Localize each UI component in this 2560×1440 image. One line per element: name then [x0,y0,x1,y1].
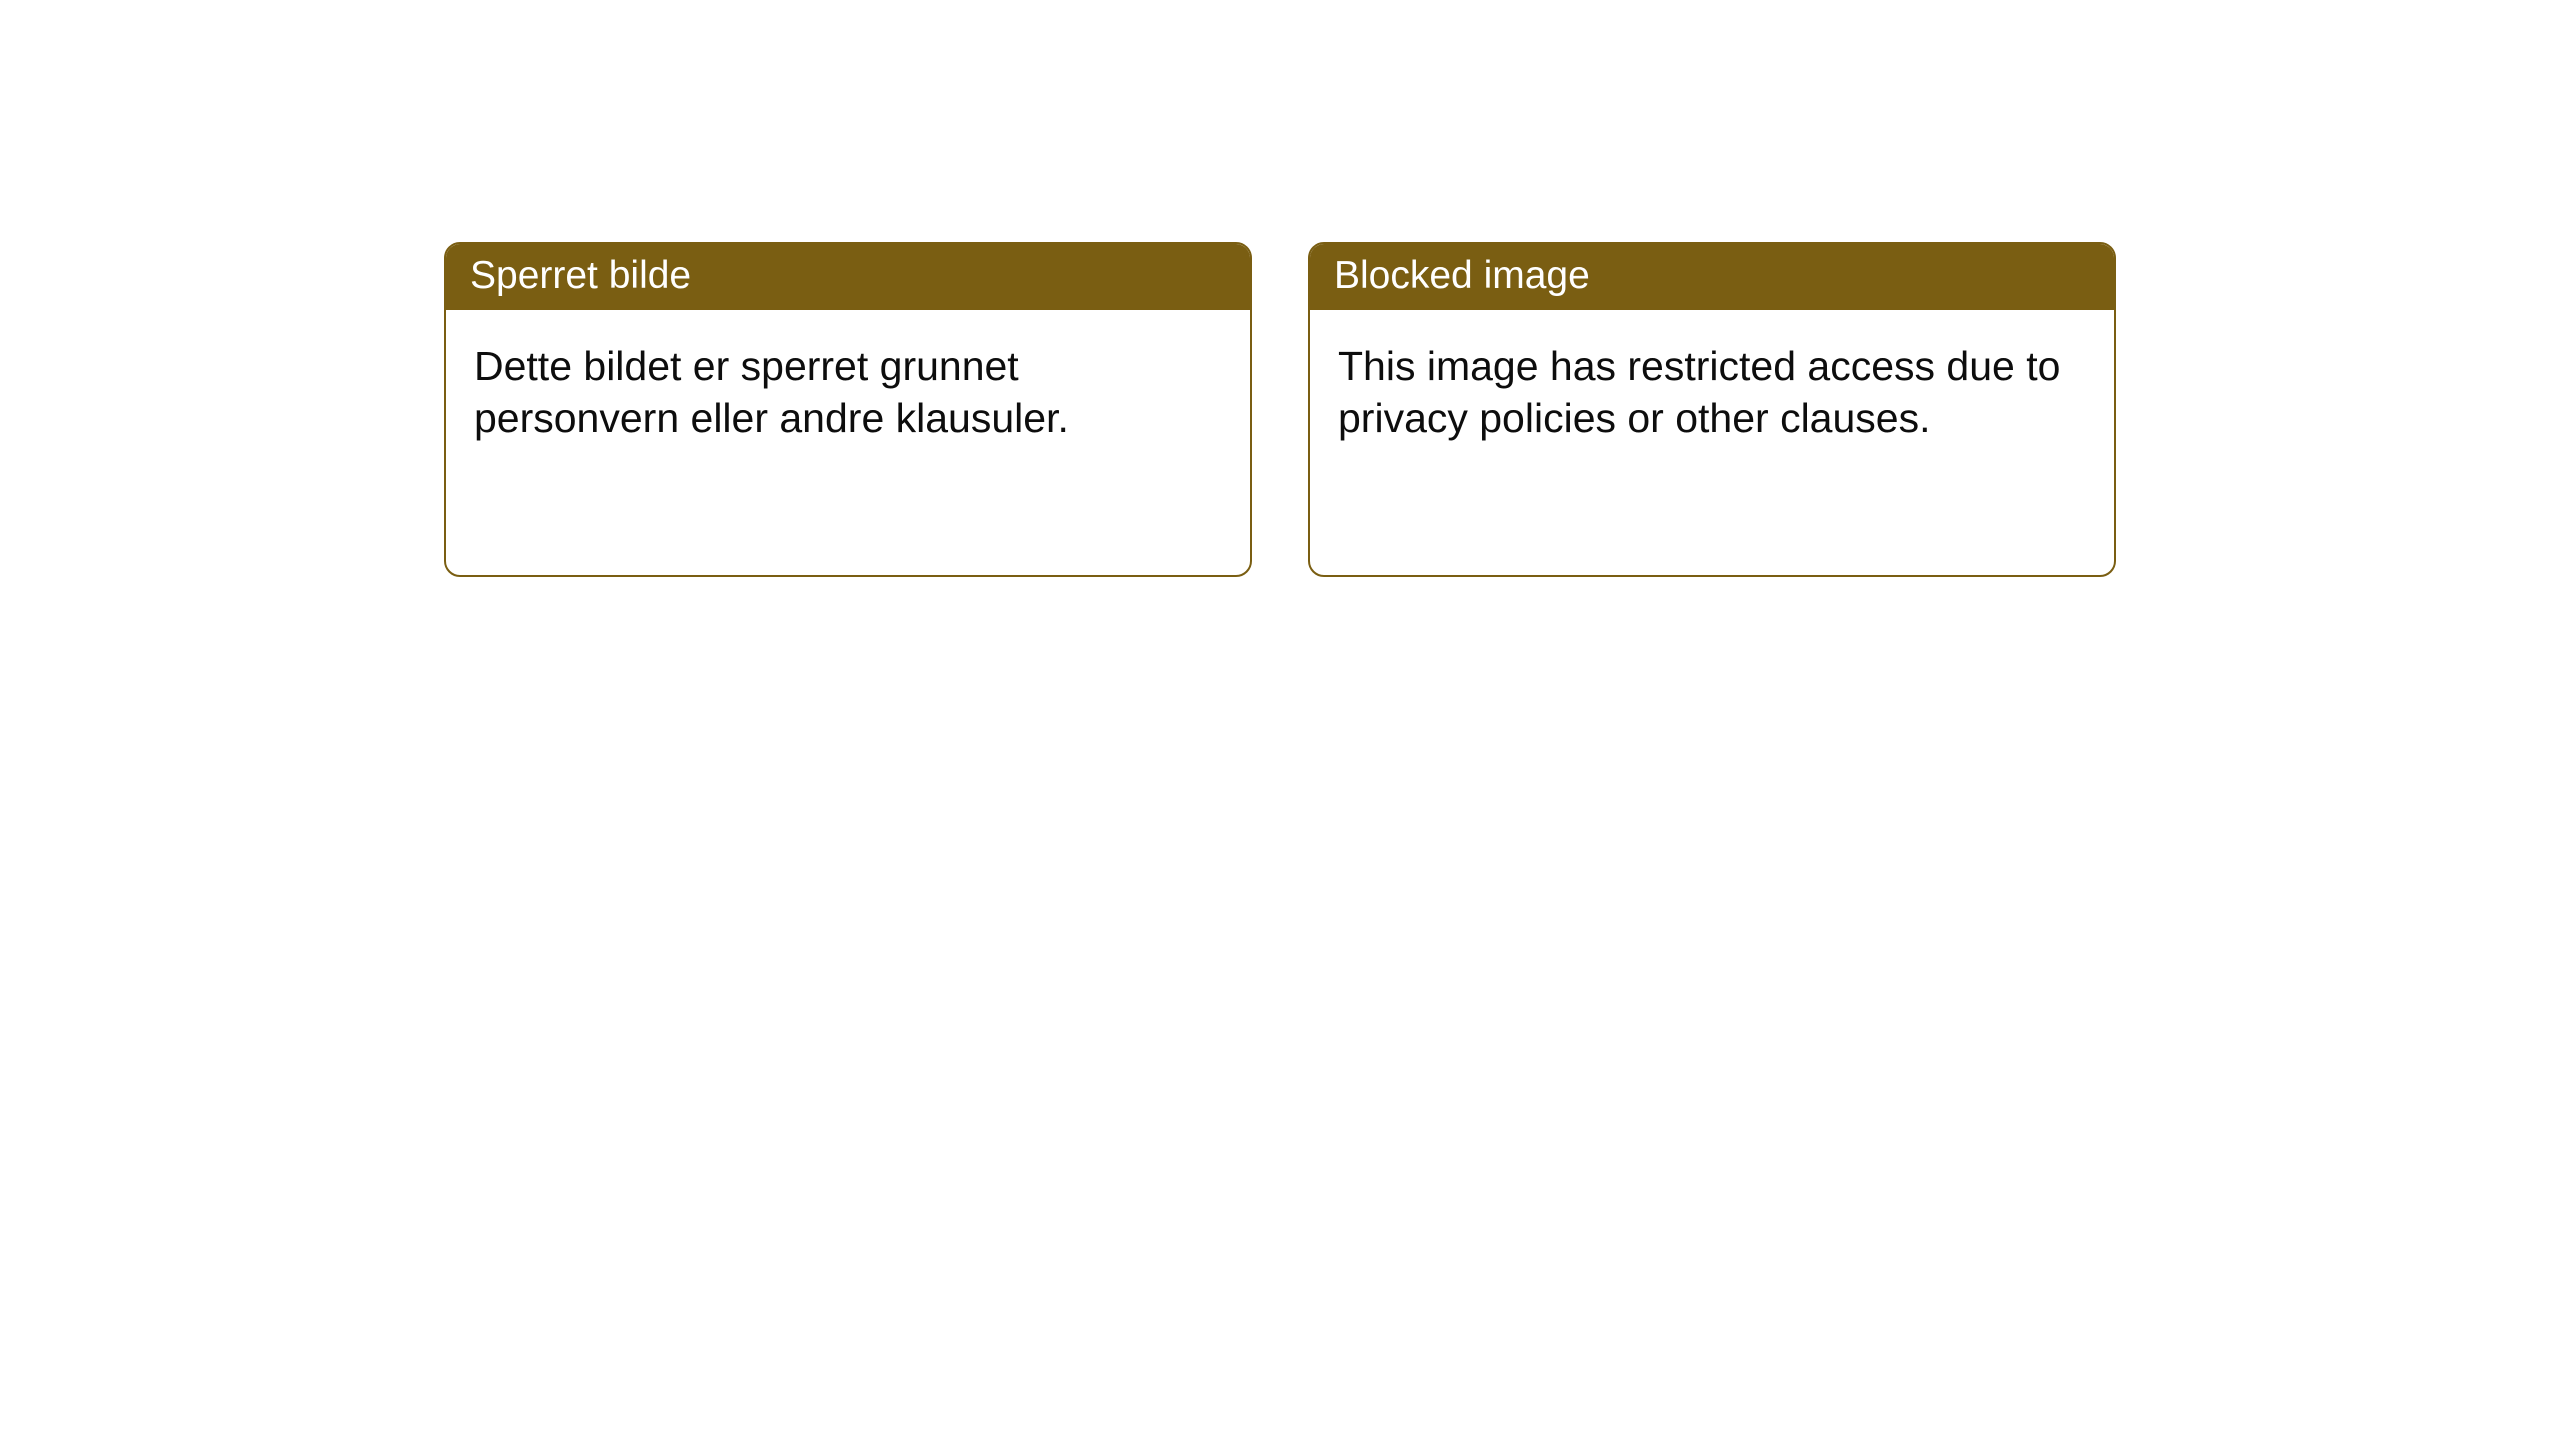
card-header-norwegian: Sperret bilde [446,244,1250,310]
notice-card-norwegian: Sperret bilde Dette bildet er sperret gr… [444,242,1252,577]
notice-container: Sperret bilde Dette bildet er sperret gr… [0,0,2560,577]
card-header-english: Blocked image [1310,244,2114,310]
card-body-norwegian: Dette bildet er sperret grunnet personve… [446,310,1250,575]
card-body-english: This image has restricted access due to … [1310,310,2114,575]
notice-card-english: Blocked image This image has restricted … [1308,242,2116,577]
